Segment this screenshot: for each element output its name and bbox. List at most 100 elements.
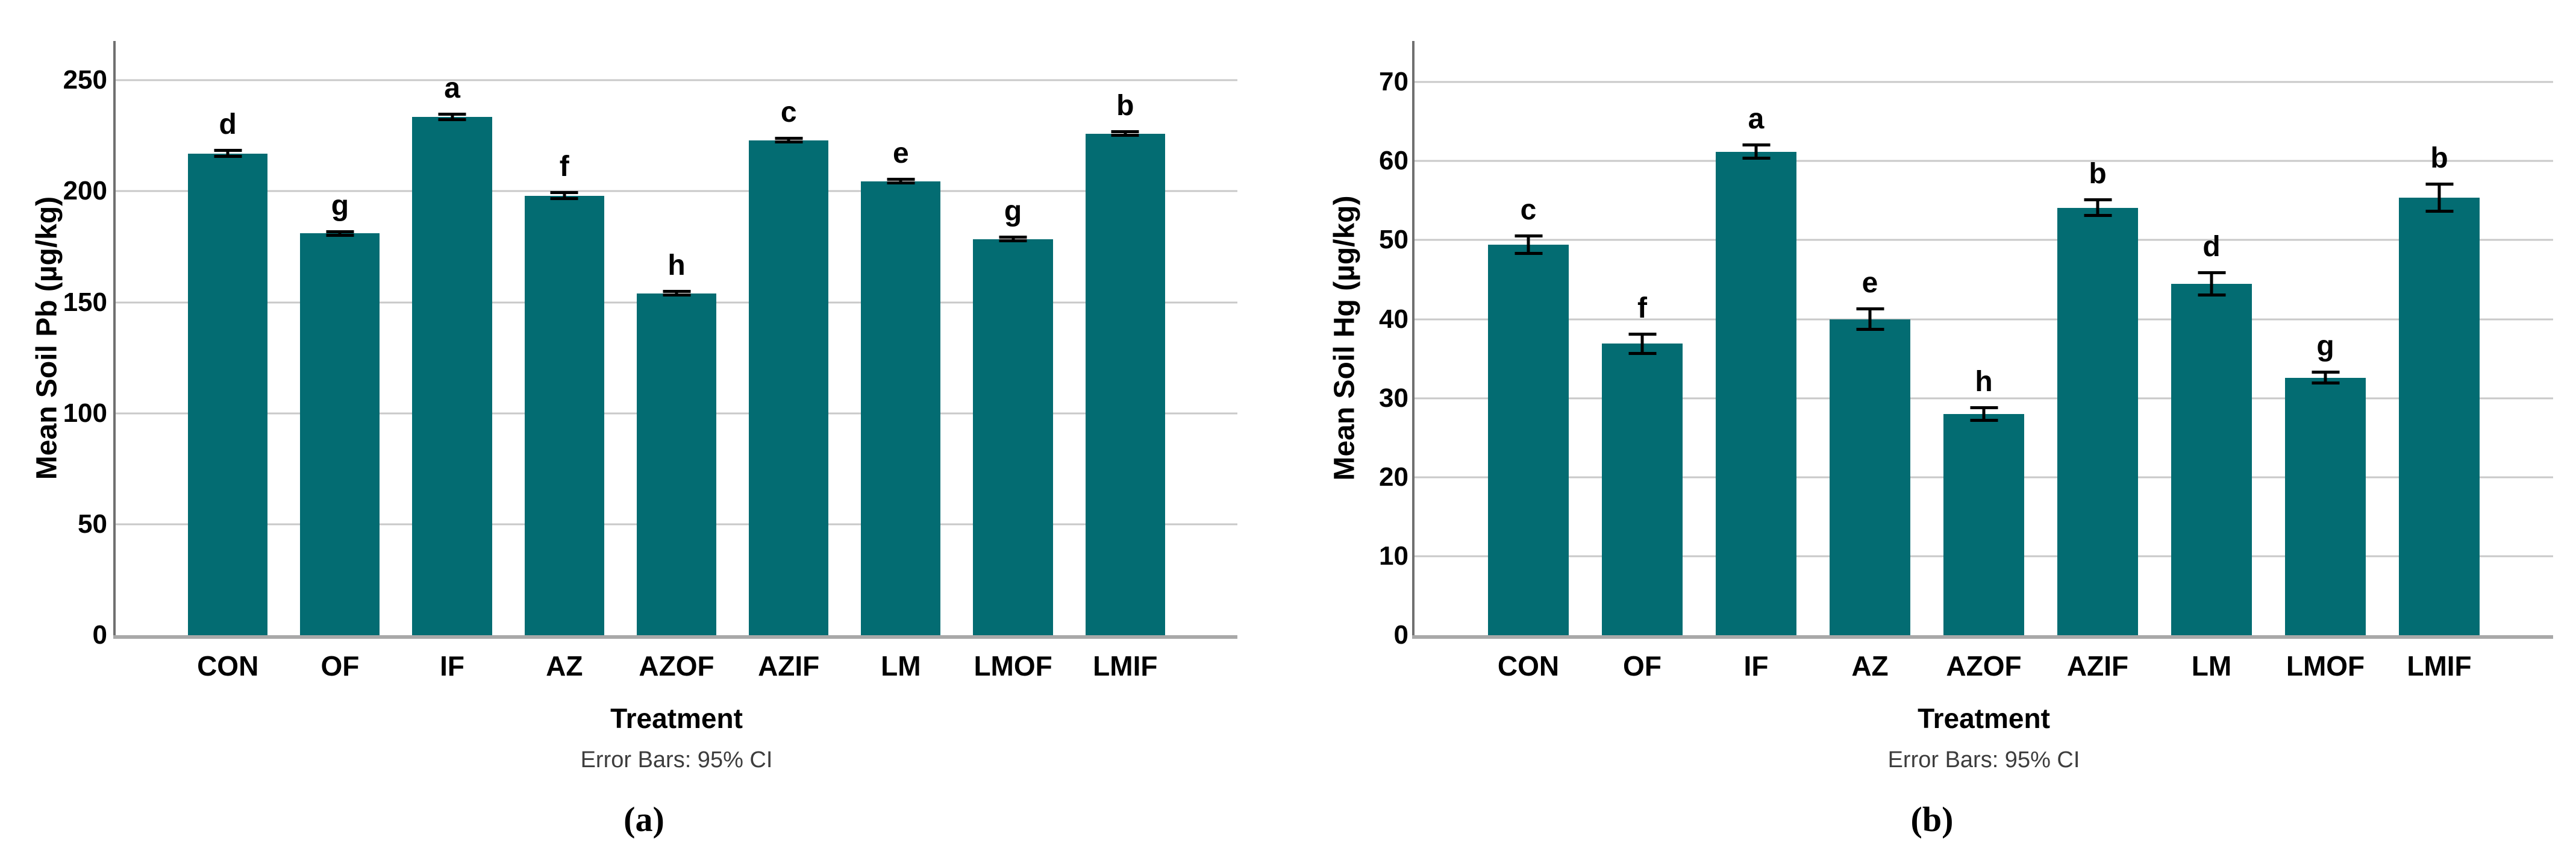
gridline	[1415, 81, 2553, 83]
bar	[188, 153, 268, 635]
error-bars-note: Error Bars: 95% CI	[580, 747, 773, 773]
y-tick-label: 30	[1379, 383, 1408, 413]
x-tick-label: AZ	[546, 650, 583, 682]
bar	[1085, 133, 1165, 635]
sig-letter: b	[2430, 142, 2448, 174]
x-tick-label: LMIF	[2407, 650, 2472, 682]
x-tick-label: AZIF	[2066, 650, 2129, 682]
error-bar	[2437, 182, 2441, 213]
y-tick-label: 0	[92, 620, 107, 650]
sig-letter: h	[1975, 365, 1993, 398]
error-bar	[1124, 130, 1127, 137]
sig-letter: c	[1520, 194, 1537, 227]
sig-letter: d	[219, 108, 237, 141]
sig-letter: a	[444, 72, 460, 104]
sig-letter: e	[893, 137, 909, 170]
x-tick-label: LMOF	[2286, 650, 2365, 682]
y-tick-label: 60	[1379, 146, 1408, 176]
x-tick-label: LMIF	[1093, 650, 1158, 682]
error-bar	[1754, 143, 1758, 160]
error-bar	[1640, 332, 1644, 355]
error-bar	[451, 112, 454, 122]
x-axis-title: Treatment	[1918, 703, 2050, 734]
bar	[749, 140, 829, 635]
gridline	[1415, 318, 2553, 321]
bar	[2171, 283, 2252, 635]
sig-letter: c	[780, 96, 797, 129]
sig-letter: d	[2202, 230, 2221, 263]
error-bar	[1527, 234, 1530, 256]
gridline	[116, 79, 1237, 81]
y-tick-label: 20	[1379, 462, 1408, 492]
error-bar	[2096, 198, 2099, 218]
y-tick-label: 0	[1393, 620, 1408, 650]
bar	[1715, 151, 1797, 635]
bar	[861, 181, 941, 635]
x-axis-title: Treatment	[610, 703, 743, 734]
x-tick-label: LM	[881, 650, 921, 682]
y-tick-label: 100	[63, 398, 107, 428]
sig-letter: f	[1637, 292, 1647, 324]
gridline	[1415, 239, 2553, 241]
error-bar	[1868, 307, 1872, 331]
error-bar	[1011, 236, 1015, 243]
y-axis-ticks: 0 10 20 30 40 50 60 70	[1288, 41, 1408, 648]
x-tick-label: AZOF	[1946, 650, 2022, 682]
x-tick-label: OF	[320, 650, 360, 682]
y-axis-ticks: 0 50 100 150 200 250	[0, 41, 107, 648]
bar	[1829, 319, 1911, 635]
y-tick-label: 50	[1379, 225, 1408, 255]
x-tick-label: IF	[440, 650, 465, 682]
plot-area: c f a e h b d g b	[1412, 41, 2553, 639]
sig-letter: b	[2089, 157, 2107, 190]
x-tick-label: AZIF	[758, 650, 820, 682]
x-tick-label: AZ	[1851, 650, 1889, 682]
panel-caption: (b)	[1910, 800, 1954, 839]
sig-letter: g	[331, 189, 349, 222]
bar	[973, 239, 1053, 635]
sig-letter: e	[1862, 266, 1878, 299]
bar	[1943, 413, 2025, 635]
bar	[2057, 207, 2139, 635]
bar	[2284, 377, 2366, 635]
x-tick-label: LM	[2191, 650, 2232, 682]
bar	[2398, 197, 2480, 635]
error-bar	[226, 149, 230, 158]
error-bar	[338, 230, 342, 237]
error-bar	[2324, 370, 2327, 385]
sig-letter: g	[2316, 330, 2334, 362]
x-tick-label: CON	[197, 650, 259, 682]
bar	[636, 293, 717, 635]
x-tick-label: CON	[1497, 650, 1560, 682]
gridline	[116, 190, 1237, 192]
x-tick-label: OF	[1623, 650, 1662, 682]
sig-letter: b	[1116, 90, 1134, 122]
bar	[524, 195, 604, 635]
bar	[1487, 245, 1569, 635]
bar	[412, 116, 492, 635]
gridline	[1415, 160, 2553, 162]
error-bar	[899, 178, 902, 185]
error-bar	[1982, 406, 1986, 422]
y-tick-label: 150	[63, 287, 107, 317]
plot-area: d g a f h c e g b	[113, 41, 1237, 639]
bar	[300, 233, 380, 635]
error-bar	[2210, 271, 2213, 297]
sig-letter: h	[667, 249, 686, 282]
y-tick-label: 200	[63, 176, 107, 206]
y-tick-label: 50	[78, 509, 107, 539]
error-bar	[787, 137, 790, 144]
sig-letter: g	[1004, 195, 1022, 228]
error-bar	[563, 191, 566, 201]
y-tick-label: 10	[1379, 541, 1408, 571]
error-bar	[675, 290, 678, 297]
bar	[1601, 344, 1683, 635]
y-tick-label: 70	[1379, 67, 1408, 97]
x-tick-label: LMOF	[974, 650, 1052, 682]
y-tick-label: 250	[63, 65, 107, 95]
x-tick-label: AZOF	[639, 650, 714, 682]
x-axis-ticks: CON OF IF AZ AZOF AZIF LM LMOF LMIF	[1415, 652, 2553, 688]
